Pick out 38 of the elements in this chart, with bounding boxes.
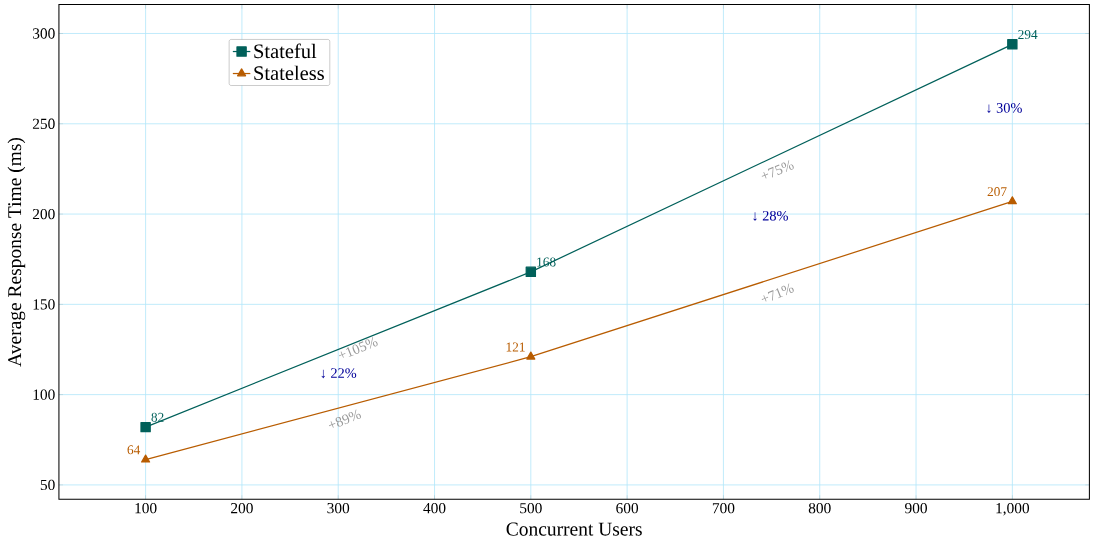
x-tick-label: 1,000 [996,502,1030,516]
point [140,421,151,433]
x-tick-label: 500 [520,502,542,514]
annotation: +89% [328,409,361,428]
x-tick-label: 800 [808,502,831,514]
annotation: +75% [761,160,794,179]
x-tick-label: 200 [231,502,253,514]
annotation: +71% [761,283,794,302]
point [526,351,536,360]
data-label: 64 [127,445,141,455]
x-axis-title: Concurrent Users [506,522,642,536]
point [140,454,151,463]
annotation: +105% [338,336,378,358]
data-label: 82 [151,412,164,422]
legend-label: Stateless [254,65,324,80]
point [1007,196,1017,205]
legend-label: Stateful [254,43,317,59]
data-label: 121 [506,342,525,352]
y-tick-label: 50 [40,479,55,491]
x-tick-label: 400 [423,502,446,514]
y-tick-label: 200 [32,208,55,220]
y-axis-title: Average Response Time (ms) [7,137,26,367]
x-tick-label: 600 [616,502,639,514]
data-label: 207 [987,187,1007,197]
point [1007,39,1018,50]
x-tick-label: 300 [327,502,350,514]
annotation: ↓ 22% [321,368,357,379]
annotation: ↓ 30% [987,102,1022,113]
data-label: 294 [1018,29,1038,39]
y-tick-label: 250 [32,118,55,129]
y-tick-label: 100 [33,389,55,400]
y-tick-label: 150 [33,299,55,310]
y-tick-label: 300 [33,28,55,39]
annotation: ↓ 28% [753,210,788,221]
x-tick-label: 100 [135,502,157,514]
x-tick-label: 900 [905,502,927,514]
x-tick-label: 700 [712,502,735,514]
point [525,266,537,278]
